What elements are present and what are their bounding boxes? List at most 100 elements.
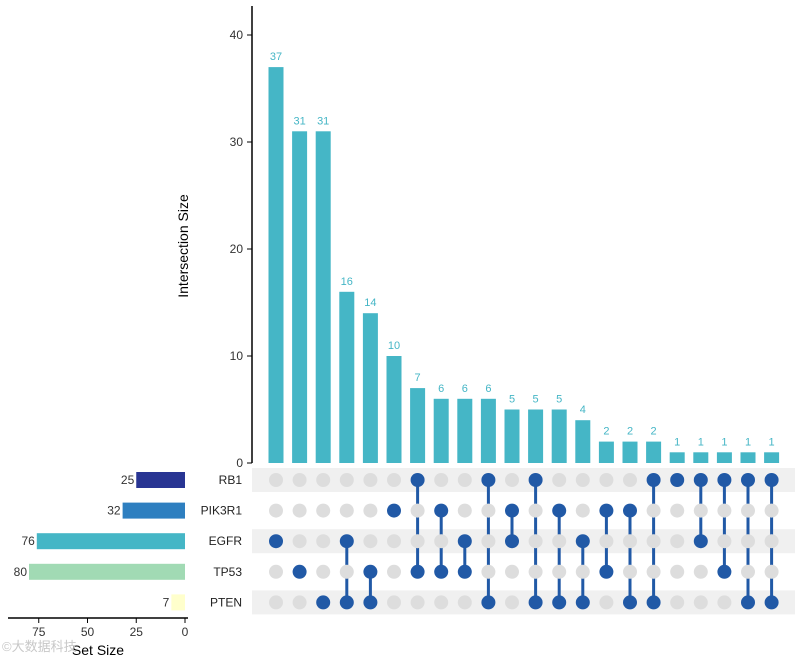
set-size-value: 80 <box>14 565 28 579</box>
matrix-dot-inactive <box>741 564 755 579</box>
matrix-dot-inactive <box>505 473 519 487</box>
bar-value-label: 5 <box>509 394 515 406</box>
matrix-dot-inactive <box>269 473 283 487</box>
matrix-dot-active <box>410 473 425 487</box>
set-size-bar <box>36 533 185 550</box>
matrix-dot-active <box>363 564 378 579</box>
y-tick-label: 20 <box>230 242 244 256</box>
matrix-dot-inactive <box>693 503 708 518</box>
matrix-dot-inactive <box>292 473 307 487</box>
matrix-dot-active <box>623 503 637 518</box>
matrix-dot-inactive <box>410 503 425 518</box>
matrix-dot-active <box>717 473 732 487</box>
y-tick-label: 10 <box>230 349 244 363</box>
matrix-dot-inactive <box>387 534 401 549</box>
matrix-dot-inactive <box>434 595 449 610</box>
matrix-dot-active <box>741 473 755 487</box>
row-stripe <box>252 529 795 554</box>
bar-value-label: 1 <box>674 436 680 448</box>
intersection-bar <box>598 441 614 463</box>
matrix-dot-active <box>316 595 331 610</box>
set-size-bar <box>171 594 185 611</box>
intersection-bar <box>575 420 591 463</box>
matrix-dot-active <box>269 534 283 549</box>
matrix-dot-inactive <box>599 595 614 610</box>
matrix-dot-inactive <box>670 503 685 518</box>
matrix-dot-inactive <box>646 534 661 549</box>
bar-value-label: 2 <box>627 426 633 438</box>
y-tick-label: 0 <box>236 456 243 470</box>
intersection-bar <box>528 409 544 463</box>
matrix-dot-active <box>693 473 708 487</box>
matrix-dot-active <box>363 595 378 610</box>
row-stripe <box>252 468 795 492</box>
matrix-dot-active <box>481 473 496 487</box>
matrix-dot-active <box>434 503 449 518</box>
matrix-dot-inactive <box>481 564 496 579</box>
matrix-dot-inactive <box>693 564 708 579</box>
intersection-bar <box>764 452 780 463</box>
intersection-bar <box>551 409 567 463</box>
matrix-dot-inactive <box>457 503 472 518</box>
intersection-bar <box>362 313 378 463</box>
matrix-dot-inactive <box>552 534 567 549</box>
matrix-dot-inactive <box>670 595 685 610</box>
matrix-dot-active <box>764 473 779 487</box>
matrix-dot-active <box>505 534 519 549</box>
matrix-dot-inactive <box>741 534 755 549</box>
matrix-dot-inactive <box>552 473 567 487</box>
bar-value-label: 16 <box>341 276 353 288</box>
matrix-dot-inactive <box>339 503 354 518</box>
matrix-dot-inactive <box>387 473 401 487</box>
bar-value-label: 14 <box>364 297 376 309</box>
matrix-dot-inactive <box>764 534 779 549</box>
intersection-bar <box>410 388 426 463</box>
matrix-dot-inactive <box>434 473 449 487</box>
intersection-bar <box>622 441 638 463</box>
bar-value-label: 5 <box>556 394 562 406</box>
bar-value-label: 1 <box>769 436 775 448</box>
matrix-dot-inactive <box>387 564 401 579</box>
intersection-bar <box>292 131 308 464</box>
set-size-bar <box>136 472 185 488</box>
matrix-dot-inactive <box>339 473 354 487</box>
matrix-dot-inactive <box>410 534 425 549</box>
matrix-dot-inactive <box>363 473 378 487</box>
intersection-bar <box>315 131 331 464</box>
matrix-dot-inactive <box>339 564 354 579</box>
y-axis-title: Intersection Size <box>175 194 191 298</box>
matrix-dot-inactive <box>528 534 543 549</box>
intersection-bar <box>268 67 284 463</box>
matrix-dot-inactive <box>434 534 449 549</box>
matrix-dot-inactive <box>316 564 331 579</box>
matrix-dot-inactive <box>410 595 425 610</box>
matrix-dot-active <box>717 564 732 579</box>
matrix-dot-active <box>575 534 590 549</box>
matrix-dot-inactive <box>481 503 496 518</box>
matrix-dot-active <box>646 473 661 487</box>
matrix-dot-inactive <box>528 503 543 518</box>
bar-value-label: 6 <box>462 383 468 395</box>
bar-value-label: 2 <box>603 426 609 438</box>
matrix-dot-active <box>505 503 519 518</box>
matrix-dot-active <box>410 564 425 579</box>
matrix-dot-active <box>693 534 708 549</box>
matrix-dot-inactive <box>505 564 519 579</box>
matrix-dot-inactive <box>575 503 590 518</box>
set-size-axis-title: Set Size <box>72 642 124 658</box>
matrix-dot-active <box>575 595 590 610</box>
intersection-bar <box>504 409 520 463</box>
matrix-dot-active <box>599 564 614 579</box>
set-size-bar <box>29 563 185 580</box>
set-size-value: 7 <box>163 595 170 609</box>
y-tick-label: 30 <box>230 135 244 149</box>
matrix-dot-inactive <box>717 595 732 610</box>
matrix-dot-inactive <box>363 503 378 518</box>
bar-value-label: 1 <box>721 436 727 448</box>
matrix-dot-inactive <box>623 564 637 579</box>
set-size-value: 25 <box>121 473 135 487</box>
matrix-dot-inactive <box>481 534 496 549</box>
matrix-dot-active <box>339 534 354 549</box>
bar-value-label: 37 <box>270 51 282 63</box>
intersection-bar <box>669 452 685 463</box>
